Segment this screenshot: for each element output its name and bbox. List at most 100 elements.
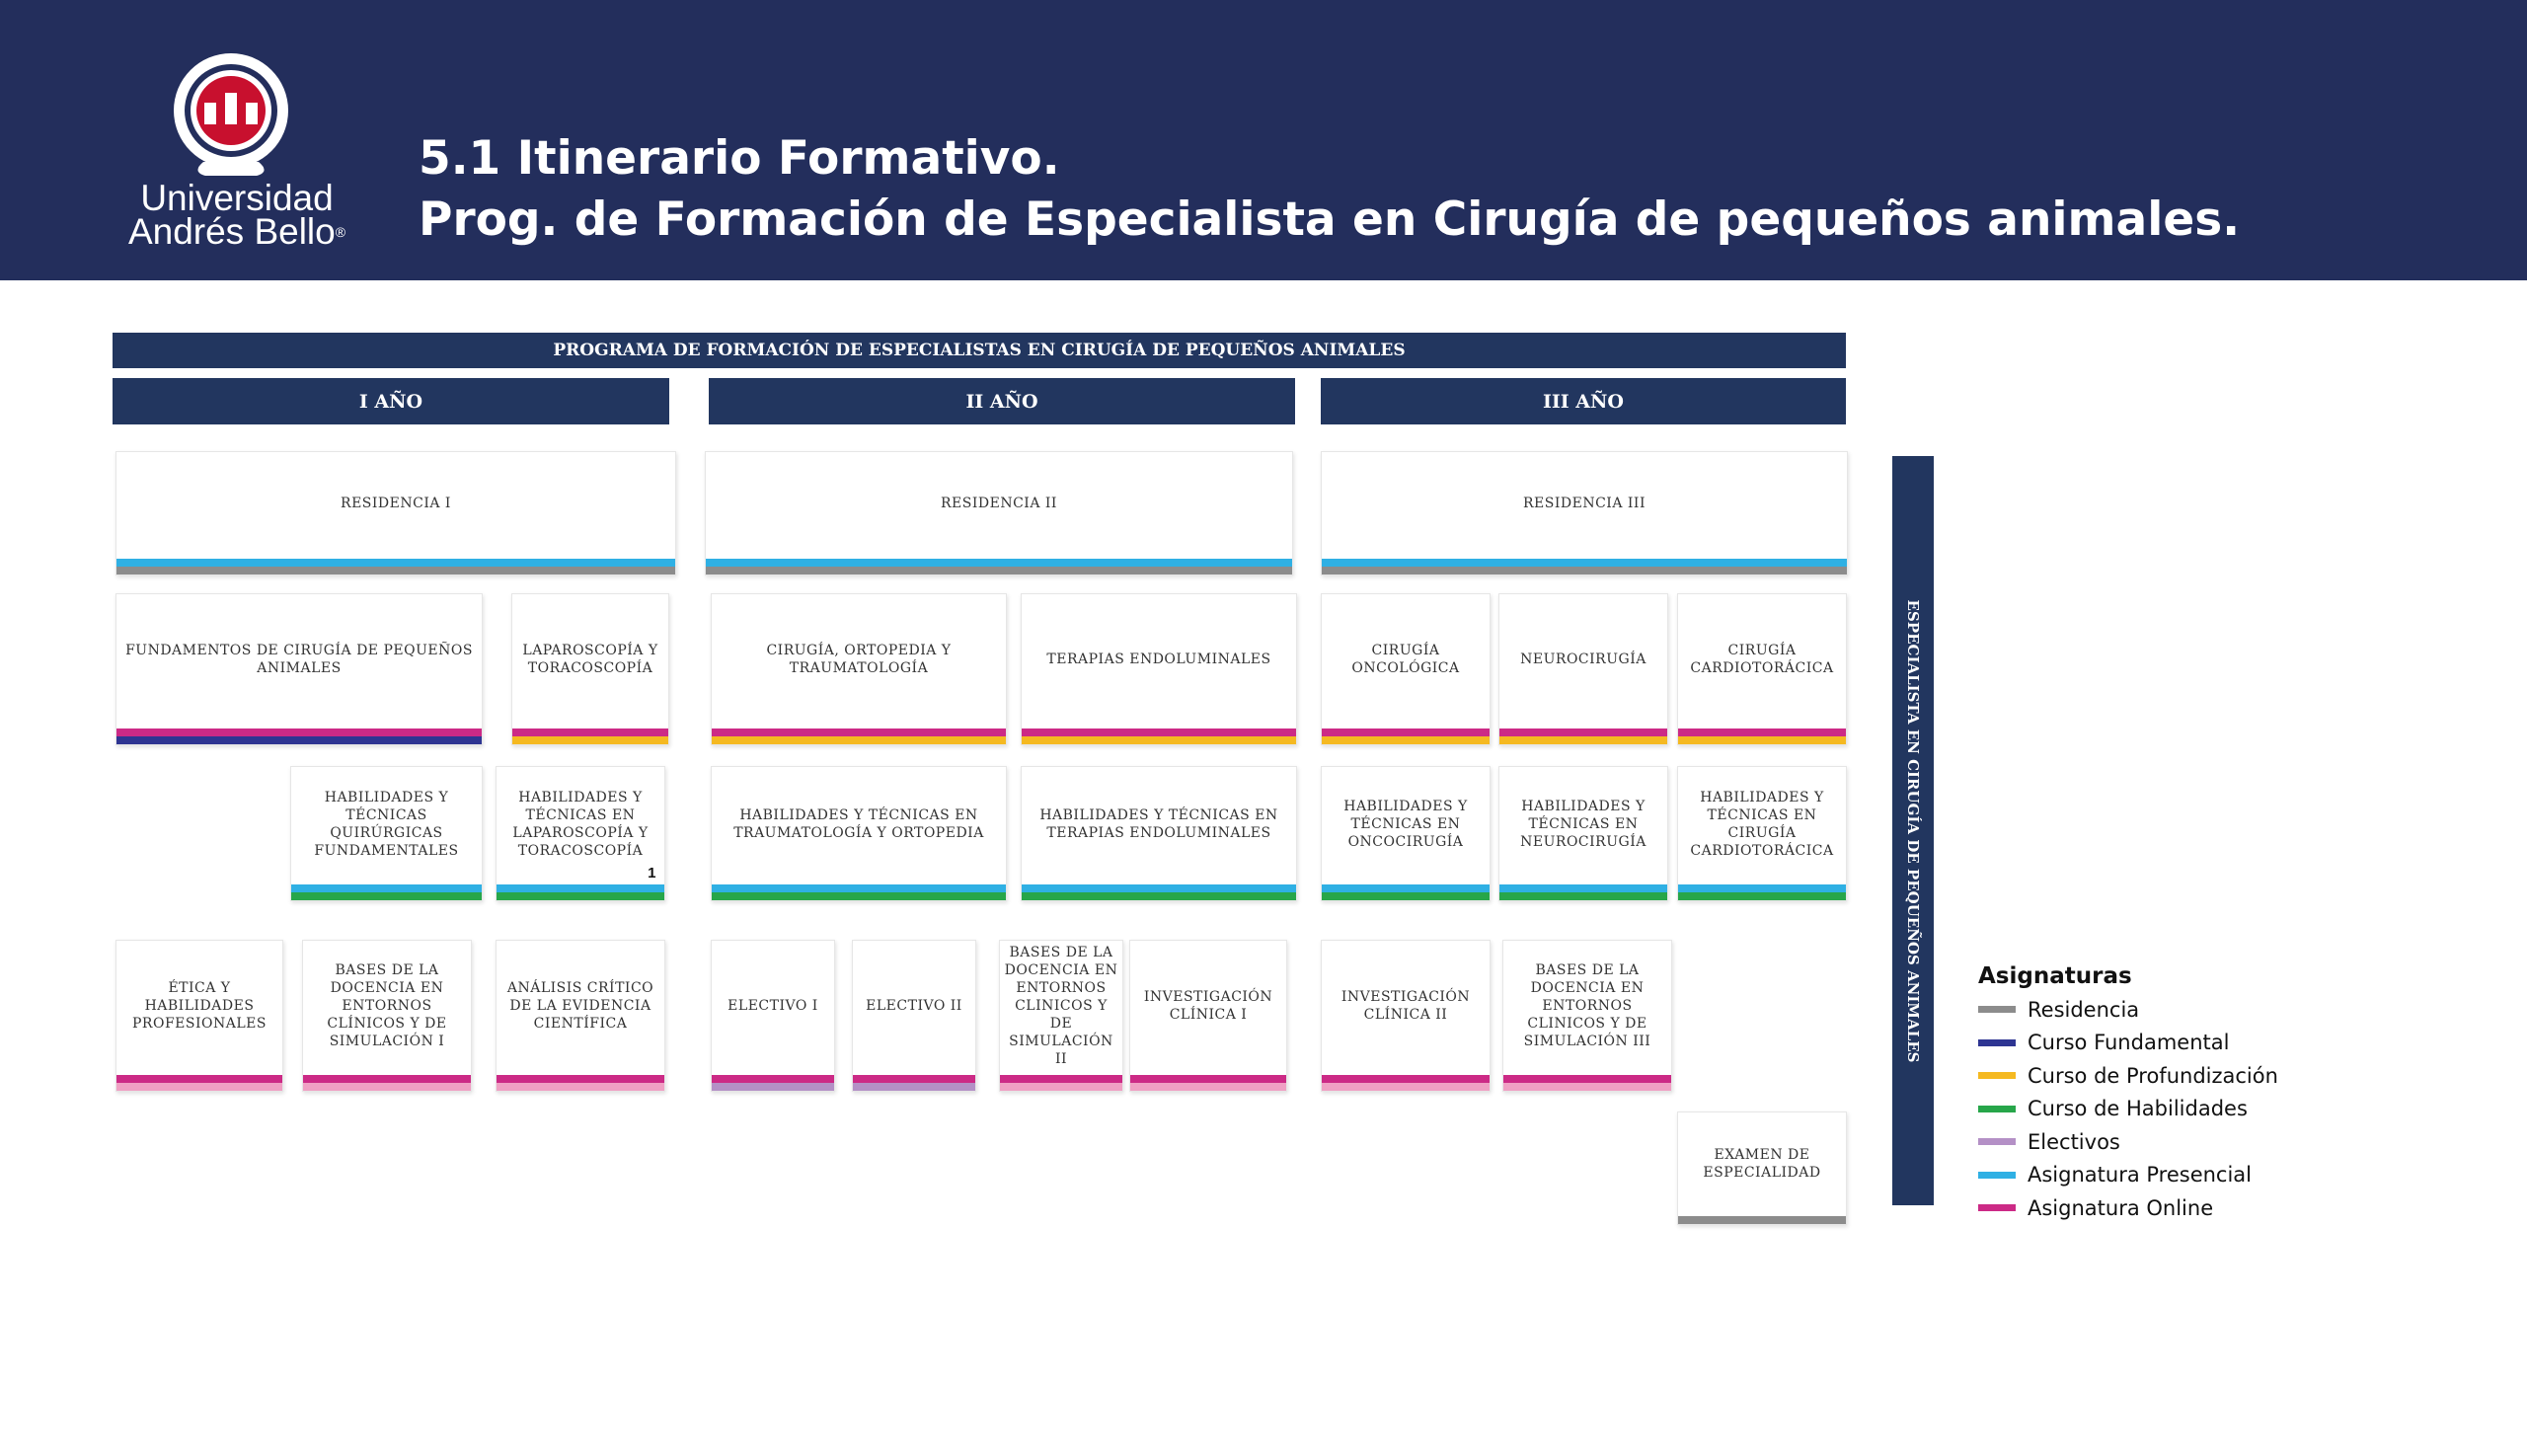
stripe-online [1022, 728, 1296, 736]
legend-label: Residencia [2028, 997, 2140, 1022]
course-bases-docencia-3: BASES DE LA DOCENCIA EN ENTORNOS CLINICO… [1502, 940, 1672, 1092]
legend-swatch [1978, 1171, 2016, 1179]
course-residencia-3: RESIDENCIA III [1321, 451, 1848, 575]
legend-label: Curso de Profundización [2028, 1063, 2278, 1088]
year-3-header: III AÑO [1321, 378, 1846, 424]
stripe-online-light [1000, 1083, 1122, 1091]
stripe-profundizacion [1678, 736, 1846, 744]
legend-item-habilidades: Curso de Habilidades [1978, 1093, 2278, 1126]
stripe-online-light [1130, 1083, 1286, 1091]
course-electivo-2: ELECTIVO II [852, 940, 976, 1092]
course-label: CIRUGÍA ONCOLÓGICA [1351, 643, 1460, 676]
course-investigacion-1: INVESTIGACIÓN CLÍNICA I [1129, 940, 1287, 1092]
legend-label: Electivos [2028, 1129, 2120, 1154]
stripe-online [116, 1075, 282, 1083]
stripe-profundizacion [1499, 736, 1667, 744]
legend-item-profundizacion: Curso de Profundización [1978, 1059, 2278, 1093]
stripe-online-light [1322, 1083, 1490, 1091]
stripe-residencia [116, 567, 675, 575]
footnote-marker: 1 [648, 865, 656, 881]
stripe-online [303, 1075, 471, 1083]
stripe-profundizacion [1322, 736, 1490, 744]
stripe-online [1000, 1075, 1122, 1083]
course-habilidades-neurocirugia: HABILIDADES Y TÉCNICAS EN NEUROCIRUGÍA [1498, 766, 1668, 901]
stripe-residencia [706, 567, 1292, 575]
course-label: BASES DE LA DOCENCIA EN ENTORNOS CLINICO… [1004, 945, 1118, 1067]
logo-line1: Universidad [140, 178, 334, 218]
legend-label: Asignatura Online [2028, 1195, 2214, 1220]
legend-label: Asignatura Presencial [2028, 1163, 2253, 1188]
stripe-online [1678, 728, 1846, 736]
course-terapias-endoluminales: TERAPIAS ENDOLUMINALES [1021, 593, 1297, 745]
legend-item-presencial: Asignatura Presencial [1978, 1159, 2278, 1192]
course-label: HABILIDADES Y TÉCNICAS EN NEUROCIRUGÍA [1520, 798, 1646, 850]
course-residencia-2: RESIDENCIA II [705, 451, 1293, 575]
course-label: INVESTIGACIÓN CLÍNICA II [1340, 989, 1471, 1023]
stripe-residencia [1322, 567, 1847, 575]
course-label: FUNDAMENTOS DE CIRUGÍA DE PEQUEÑOS ANIMA… [125, 643, 473, 676]
legend-title: Asignaturas [1978, 963, 2132, 989]
stripe-residencia [1678, 1216, 1846, 1224]
course-label: HABILIDADES Y TÉCNICAS QUIRÚRGICAS FUNDA… [314, 789, 459, 859]
stripe-presencial [1322, 559, 1847, 567]
course-neurocirugia: NEUROCIRUGÍA [1498, 593, 1668, 745]
course-label: ELECTIVO II [866, 998, 962, 1014]
stripe-online [853, 1075, 975, 1083]
specialist-vertical-bar: ESPECIALISTA EN CIRUGÍA DE PEQUEÑOS ANIM… [1892, 456, 1934, 1205]
course-residencia-1: RESIDENCIA I [115, 451, 676, 575]
course-label: HABILIDADES Y TÉCNICAS EN CIRUGÍA CARDIO… [1690, 789, 1834, 859]
course-label: RESIDENCIA II [941, 496, 1057, 511]
stripe-online [1503, 1075, 1671, 1083]
legend-item-online: Asignatura Online [1978, 1191, 2278, 1225]
legend-swatch [1978, 1138, 2016, 1146]
specialist-label: ESPECIALISTA EN CIRUGÍA DE PEQUEÑOS ANIM… [1904, 599, 1922, 1062]
course-label: EXAMEN DE ESPECIALIDAD [1703, 1146, 1821, 1181]
stripe-profundizacion [512, 736, 668, 744]
legend: Asignaturas Residencia Curso Fundamental… [1978, 963, 2278, 1225]
course-label: ANÁLISIS CRÍTICO DE LA EVIDENCIA CIENTÍF… [506, 980, 654, 1032]
stripe-online-light [497, 1083, 664, 1091]
course-label: INVESTIGACIÓN CLÍNICA I [1143, 989, 1273, 1023]
year-1-header: I AÑO [113, 378, 669, 424]
stripe-online [497, 1075, 664, 1083]
title-line1: 5.1 Itinerario Formativo. [419, 131, 1060, 186]
stripe-electivos [712, 1083, 834, 1091]
course-cirugia-oncologica: CIRUGÍA ONCOLÓGICA [1321, 593, 1491, 745]
stripe-online [1322, 728, 1490, 736]
legend-swatch [1978, 1204, 2016, 1212]
stripe-profundizacion [1022, 736, 1296, 744]
stripe-online [512, 728, 668, 736]
stripe-habilidades [712, 892, 1006, 900]
course-cirugia-cardiotoracica: CIRUGÍA CARDIOTORÁCICA [1677, 593, 1847, 745]
course-habilidades-oncocirugia: HABILIDADES Y TÉCNICAS EN ONCOCIRUGÍA [1321, 766, 1491, 901]
course-label: NEUROCIRUGÍA [1520, 651, 1646, 667]
course-label: RESIDENCIA I [341, 496, 451, 511]
course-label: ÉTICA Y HABILIDADES PROFESIONALES [132, 980, 267, 1032]
course-laparoscopia: LAPAROSCOPÍA Y TORACOSCOPÍA [511, 593, 669, 745]
course-etica: ÉTICA Y HABILIDADES PROFESIONALES [115, 940, 283, 1092]
stripe-online-light [116, 1083, 282, 1091]
course-label: RESIDENCIA III [1523, 496, 1646, 511]
stripe-online [1322, 1075, 1490, 1083]
program-title-bar: PROGRAMA DE FORMACIÓN DE ESPECIALISTAS E… [113, 333, 1846, 368]
stripe-presencial [1022, 884, 1296, 892]
course-label: HABILIDADES Y TÉCNICAS EN TERAPIAS ENDOL… [1039, 806, 1278, 841]
legend-item-fundamental: Curso Fundamental [1978, 1027, 2278, 1060]
course-habilidades-terapias: HABILIDADES Y TÉCNICAS EN TERAPIAS ENDOL… [1021, 766, 1297, 901]
course-label: TERAPIAS ENDOLUMINALES [1046, 651, 1271, 667]
course-label: BASES DE LA DOCENCIA EN ENTORNOS CLÍNICO… [327, 962, 447, 1049]
stripe-presencial [1322, 884, 1490, 892]
stripe-habilidades [1322, 892, 1490, 900]
course-investigacion-2: INVESTIGACIÓN CLÍNICA II [1321, 940, 1491, 1092]
course-label: LAPAROSCOPÍA Y TORACOSCOPÍA [522, 643, 658, 676]
course-label: BASES DE LA DOCENCIA EN ENTORNOS CLINICO… [1523, 962, 1651, 1049]
stripe-online [116, 728, 482, 736]
stripe-presencial [116, 559, 675, 567]
stripe-habilidades [1022, 892, 1296, 900]
stripe-presencial [1678, 884, 1846, 892]
title-line2: Prog. de Formación de Especialista en Ci… [419, 192, 2241, 247]
stripe-habilidades [291, 892, 482, 900]
stripe-fundamental [116, 736, 482, 744]
course-label: HABILIDADES Y TÉCNICAS EN TRAUMATOLOGÍA … [733, 806, 984, 841]
legend-label: Curso de Habilidades [2028, 1097, 2248, 1121]
